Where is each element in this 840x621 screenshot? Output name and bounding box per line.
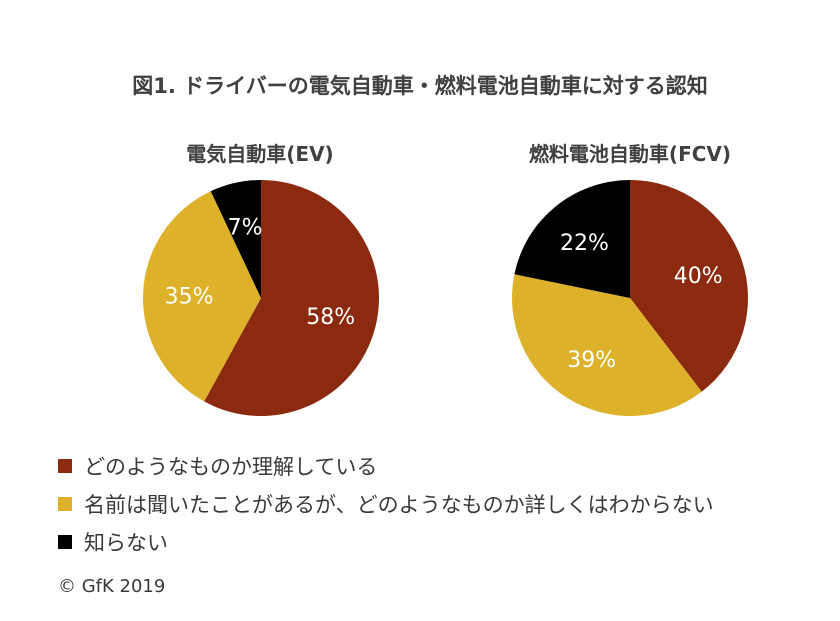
- data-label: 39%: [567, 348, 616, 373]
- pie-title-fcv: 燃料電池自動車(FCV): [528, 142, 732, 166]
- legend-item-understand: どのようなものか理解している: [58, 447, 714, 485]
- legend-label: 知らない: [84, 531, 168, 555]
- legend-swatch: [58, 535, 72, 549]
- legend-item-heard: 名前は聞いたことがあるが、どのようなものか詳しくはわからない: [58, 485, 714, 523]
- legend: どのようなものか理解している 名前は聞いたことがあるが、どのようなものか詳しくは…: [58, 447, 714, 561]
- legend-label: 名前は聞いたことがあるが、どのようなものか詳しくはわからない: [84, 493, 714, 517]
- pie-slice: [630, 180, 748, 392]
- pie-title-ev: 電気自動車(EV): [186, 142, 334, 166]
- data-label: 40%: [674, 264, 723, 289]
- copyright: © GfK 2019: [58, 576, 166, 597]
- legend-swatch: [58, 497, 72, 511]
- data-label: 58%: [306, 305, 355, 330]
- pie-charts: 58% 35% 7% 40% 39% 22%: [143, 180, 748, 417]
- chart-title: 図1. ドライバーの電気自動車・燃料電池自動車に対する認知: [132, 74, 708, 98]
- legend-swatch: [58, 459, 72, 473]
- pie-slice: [210, 180, 261, 298]
- data-label: 7%: [228, 216, 263, 241]
- legend-item-unknown: 知らない: [58, 523, 714, 561]
- pie-slice: [204, 180, 379, 416]
- pie-slice: [512, 274, 702, 417]
- legend-label: どのようなものか理解している: [84, 455, 378, 479]
- data-label: 22%: [560, 231, 609, 256]
- pie-slice: [143, 191, 261, 402]
- data-label: 35%: [165, 285, 214, 310]
- pie-slice: [514, 180, 630, 298]
